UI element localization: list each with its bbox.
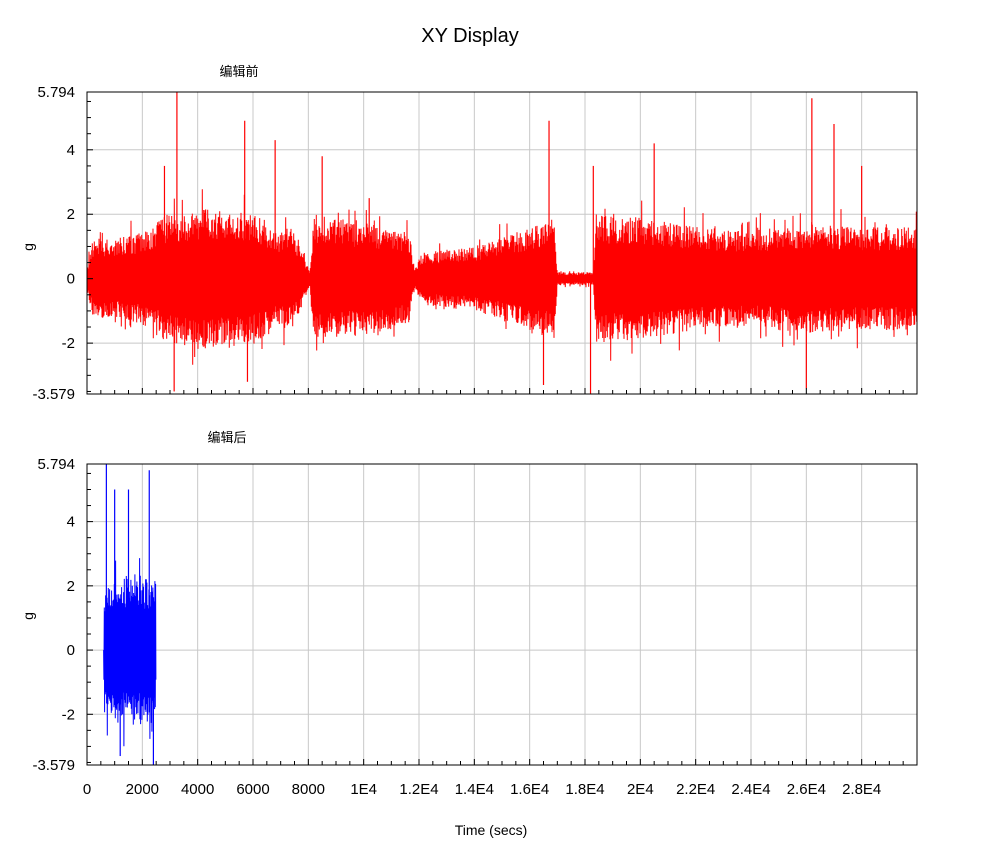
x-tick-label: 1.8E4 bbox=[565, 781, 604, 798]
x-tick-label: 0 bbox=[83, 781, 91, 798]
x-tick-label: 2E4 bbox=[627, 781, 654, 798]
y-tick-label: 4 bbox=[67, 142, 75, 159]
y-tick-label: -3.579 bbox=[32, 386, 75, 403]
y-axis-label-before: g bbox=[20, 243, 36, 251]
y-tick-label: 0 bbox=[67, 642, 75, 659]
plot-frame bbox=[86, 463, 918, 766]
y-tick-label: 2 bbox=[67, 578, 75, 595]
y-axis-label-after: g bbox=[20, 612, 36, 620]
panel-title-after: 编辑后 bbox=[207, 430, 246, 445]
x-axis-label: Time (secs) bbox=[455, 822, 528, 838]
y-tick-label: -2 bbox=[62, 706, 75, 723]
x-tick-label: 2000 bbox=[126, 781, 159, 798]
x-tick-label: 1.6E4 bbox=[510, 781, 549, 798]
y-tick-label: -3.579 bbox=[32, 757, 75, 774]
x-tick-label: 1E4 bbox=[350, 781, 377, 798]
chart-title: XY Display bbox=[421, 25, 518, 47]
y-tick-label: 2 bbox=[67, 206, 75, 223]
signal-trace bbox=[103, 558, 157, 747]
y-tick-label: 5.794 bbox=[37, 84, 75, 101]
grid bbox=[87, 464, 917, 765]
x-tick-label: 2.2E4 bbox=[676, 781, 715, 798]
panel-before: 编辑前 g 5.794 4 2 0 -2 -3.579 bbox=[20, 64, 918, 403]
y-tick-label: 0 bbox=[67, 271, 75, 288]
x-tick-label: 2.6E4 bbox=[787, 781, 826, 798]
x-tick-label: 8000 bbox=[292, 781, 325, 798]
y-tick-label: 5.794 bbox=[37, 456, 75, 473]
x-tick-label: 2.8E4 bbox=[842, 781, 881, 798]
signal-trace bbox=[86, 189, 918, 365]
x-tick-label: 6000 bbox=[236, 781, 269, 798]
y-tick-label: 4 bbox=[67, 514, 75, 531]
panel-after: 编辑后 g 5.794 4 2 0 -2 -3.579 0 2000 4000 6000 8000 1… bbox=[20, 430, 918, 798]
x-tick-label: 1.4E4 bbox=[455, 781, 494, 798]
x-tick-label: 4000 bbox=[181, 781, 214, 798]
y-tick-label: -2 bbox=[62, 335, 75, 352]
x-tick-label: 1.2E4 bbox=[399, 781, 438, 798]
panel-title-before: 编辑前 bbox=[219, 64, 258, 79]
x-tick-label: 2.4E4 bbox=[731, 781, 770, 798]
